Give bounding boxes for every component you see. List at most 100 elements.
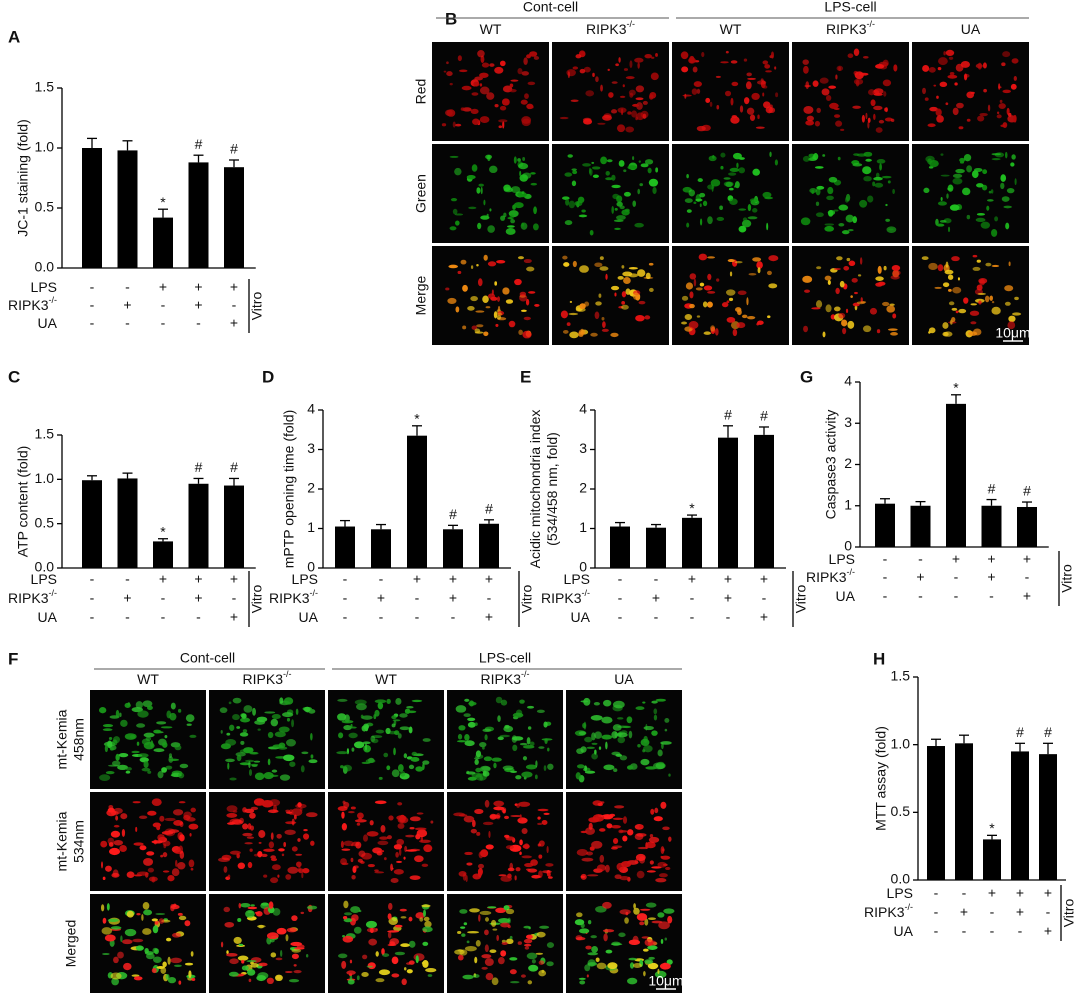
micrograph-detail xyxy=(757,320,764,325)
micrograph-detail xyxy=(161,767,167,773)
micrograph-detail xyxy=(293,964,297,967)
side-label: Vitro xyxy=(519,585,535,614)
micrograph-detail xyxy=(572,66,579,70)
micrograph-detail xyxy=(424,920,432,928)
micrograph-detail xyxy=(454,213,464,216)
micrograph-detail xyxy=(283,697,294,705)
micrograph-detail xyxy=(985,262,992,267)
micrograph-detail xyxy=(952,286,962,294)
micrograph-detail xyxy=(445,287,450,291)
micrograph-detail xyxy=(369,820,374,826)
micrograph-detail xyxy=(471,92,479,96)
micrograph-detail xyxy=(519,839,523,846)
micrograph-detail xyxy=(522,157,526,161)
micrograph-detail xyxy=(892,270,901,276)
micrograph-detail xyxy=(602,321,606,328)
micrograph-detail xyxy=(987,104,991,112)
micrograph-detail xyxy=(615,753,623,757)
y-tick-label: 1 xyxy=(844,496,852,512)
micrograph-detail xyxy=(632,292,640,300)
micrograph-detail xyxy=(267,731,274,739)
micrograph-detail xyxy=(475,767,482,773)
micrograph-detail xyxy=(838,312,846,319)
micrograph-detail xyxy=(394,924,403,928)
micrograph-detail xyxy=(310,754,314,759)
micrograph-detail xyxy=(159,815,165,822)
y-axis-label: (534/458 nm, fold) xyxy=(544,432,560,546)
treatment-sign: - xyxy=(161,297,166,313)
micrograph-detail xyxy=(703,285,713,291)
micrograph-detail xyxy=(409,875,421,880)
micrograph-detail xyxy=(757,114,760,120)
treatment-label-main: RIPK3 xyxy=(806,569,847,585)
micrograph-detail xyxy=(827,280,831,286)
micrograph-detail xyxy=(572,260,577,268)
micrograph-detail xyxy=(703,331,712,335)
micrograph-detail xyxy=(746,315,756,320)
micrograph-detail xyxy=(881,175,892,179)
micrograph-detail xyxy=(848,260,856,267)
micrograph-detail xyxy=(258,830,266,838)
micrograph-detail xyxy=(503,184,511,192)
micrograph-detail xyxy=(475,310,485,313)
micrograph-detail xyxy=(591,840,603,849)
micrograph-detail xyxy=(843,265,850,271)
micrograph-detail xyxy=(389,938,400,945)
micrograph-detail xyxy=(948,288,952,292)
micrograph-detail xyxy=(575,772,581,780)
micrograph-detail xyxy=(343,900,349,909)
micrograph-detail xyxy=(479,775,484,781)
micrograph-detail xyxy=(391,769,400,778)
micrograph-detail xyxy=(605,170,610,176)
micrograph-detail xyxy=(582,722,587,729)
micrograph-detail xyxy=(942,282,950,288)
micrograph-detail xyxy=(951,256,960,262)
micrograph-detail xyxy=(283,842,287,848)
micrograph-detail xyxy=(644,53,652,59)
micrograph-detail xyxy=(738,208,747,211)
y-tick-label: 0.0 xyxy=(891,871,911,887)
micrograph-detail xyxy=(250,904,255,907)
micrograph-detail xyxy=(599,266,609,271)
y-tick-label: 2 xyxy=(844,455,852,471)
micrograph-detail xyxy=(341,848,351,851)
micrograph-detail xyxy=(119,712,122,718)
micrograph-detail xyxy=(741,314,748,319)
micrograph-detail xyxy=(517,67,523,75)
micrograph-detail xyxy=(139,845,147,851)
micrograph-detail xyxy=(579,68,586,74)
micrograph-detail xyxy=(590,332,598,337)
micrograph-detail xyxy=(521,855,533,859)
micrograph-detail xyxy=(966,214,971,220)
bar xyxy=(981,505,1002,547)
micrograph-detail xyxy=(285,934,289,942)
micrograph-detail xyxy=(616,124,626,133)
micrograph-detail xyxy=(827,186,834,195)
micrograph-detail xyxy=(503,725,514,733)
micrograph-detail xyxy=(640,758,650,766)
micrograph-detail xyxy=(599,854,605,863)
significance-mark: * xyxy=(160,194,166,210)
micrograph-detail xyxy=(686,222,690,228)
micrograph-detail xyxy=(250,806,259,811)
micrograph-detail xyxy=(887,180,891,184)
bar xyxy=(82,148,102,268)
micrograph-detail xyxy=(646,870,656,873)
micrograph-detail xyxy=(342,915,348,920)
micrograph-detail xyxy=(291,818,295,826)
micrograph-detail xyxy=(734,261,743,264)
micrograph-detail xyxy=(397,733,402,739)
micrograph-detail xyxy=(610,285,620,291)
group-label: Cont-cell xyxy=(523,0,578,15)
micrograph-detail xyxy=(975,217,986,222)
micrograph-detail xyxy=(497,736,504,741)
micrograph-detail xyxy=(768,255,779,262)
micrograph-detail xyxy=(637,269,646,277)
micrograph-detail xyxy=(183,811,192,819)
micrograph-detail xyxy=(411,751,418,756)
micrograph-detail xyxy=(340,765,344,769)
micrograph-detail xyxy=(275,957,283,961)
micrograph-detail xyxy=(406,962,412,965)
micrograph-detail xyxy=(483,331,489,337)
micrograph-detail xyxy=(805,120,815,126)
